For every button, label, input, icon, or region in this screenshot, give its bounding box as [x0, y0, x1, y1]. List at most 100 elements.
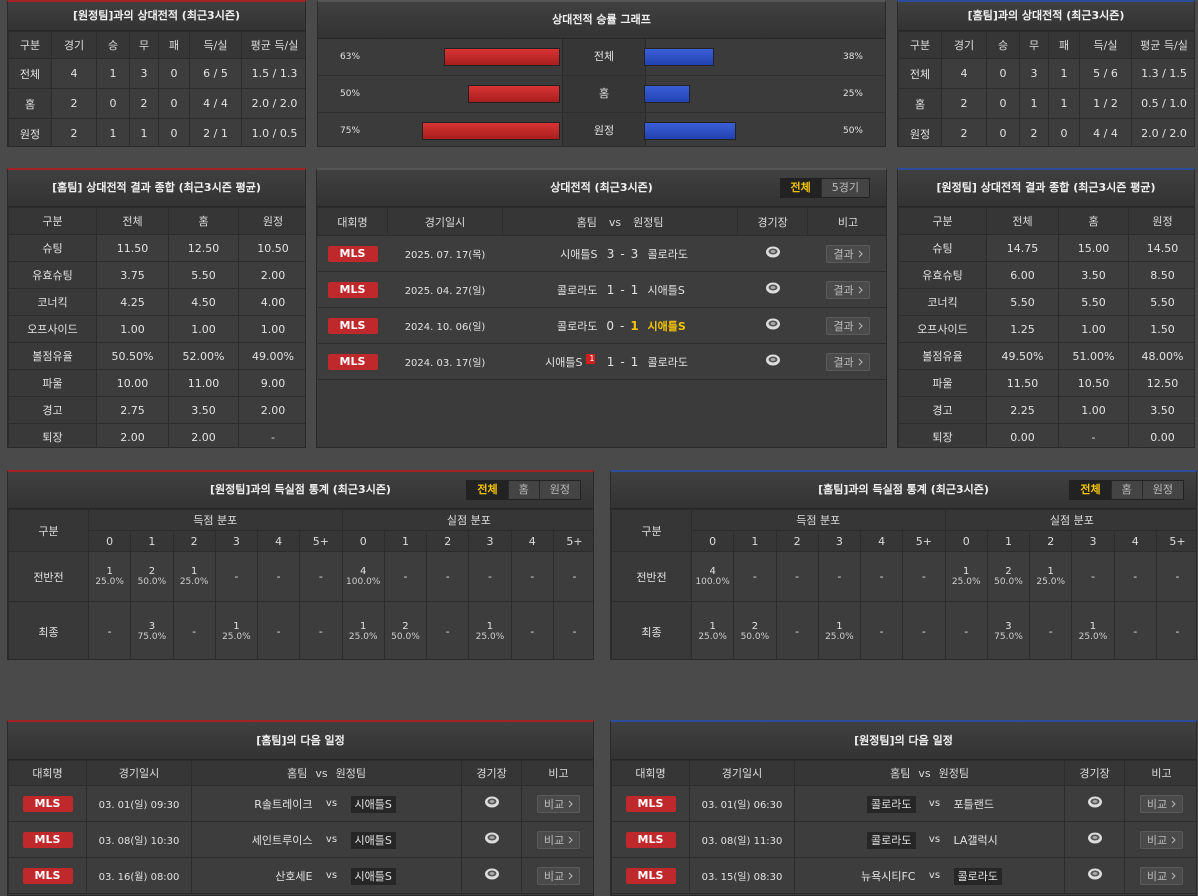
compare-button[interactable]: 비교	[1139, 830, 1184, 849]
panel-title-text: [원정팀]과의 득실점 통계 (최근3시즌)	[210, 483, 391, 496]
chevron-icon	[1171, 872, 1176, 879]
result-button[interactable]: 결과	[826, 280, 870, 299]
column-header: 경기일시	[86, 760, 192, 786]
home-rate-bar	[468, 85, 560, 103]
tab[interactable]: 5경기	[820, 179, 869, 197]
home-rate-bar	[422, 122, 560, 140]
panel-title: [홈팀]의 다음 일정	[8, 722, 593, 760]
tab[interactable]: 원정	[1141, 481, 1183, 499]
table-cell: 0	[1048, 118, 1080, 146]
result-button[interactable]: 결과	[826, 244, 870, 263]
tab[interactable]: 홈	[1110, 481, 1142, 499]
away-team: 시애틀S	[350, 831, 396, 849]
row-label: 유효슈팅	[8, 261, 97, 289]
stat-cell: -	[733, 551, 777, 602]
row-label: 원정	[8, 118, 52, 146]
table-cell: 1	[129, 118, 159, 146]
compare-button[interactable]: 비교	[536, 866, 581, 885]
away-team: 시애틀S	[647, 319, 686, 333]
score-separator: -	[620, 282, 625, 297]
league-badge: MLS	[22, 831, 73, 848]
note-cell: 비교	[521, 785, 593, 822]
bin-header: 4	[859, 530, 904, 552]
table-cell: 2	[51, 88, 97, 119]
stat-percent: 25.0%	[95, 577, 124, 587]
tab[interactable]: 전체	[780, 179, 821, 197]
away-team-cell: 시애틀S	[647, 271, 738, 308]
stat-cell: 3 75.0%	[986, 601, 1031, 659]
column-header: 원정	[1128, 207, 1194, 235]
compare-button[interactable]: 비교	[1139, 866, 1184, 885]
result-button[interactable]: 결과	[826, 352, 870, 371]
table-cell: 11.50	[986, 369, 1059, 397]
header-row: 대회명 경기일시 홈팀 vs 원정팀 경기장 비고	[8, 760, 593, 786]
league-badge: MLS	[327, 317, 378, 334]
table-cell: 2	[941, 88, 987, 119]
stat-row: 최종 1 25.0% 2 50.0% -1 25.0% - - -3 75.0% -1 25.0% - -	[611, 601, 1196, 659]
column-header: 무	[1019, 31, 1049, 59]
stat-percent: 50.0%	[391, 632, 420, 642]
league-cell: MLS	[8, 857, 87, 894]
table-cell: 10.00	[96, 369, 169, 397]
table-cell: 2.00	[96, 423, 169, 447]
away-team: 포틀랜드	[953, 797, 994, 811]
table-cell: 2	[1019, 118, 1049, 146]
result-button[interactable]: 결과	[826, 316, 870, 335]
home-team: 산호세E	[275, 869, 313, 883]
panel-title-text: 상대전적 (최근3시즌)	[550, 181, 653, 194]
table-cell: 0	[158, 58, 190, 89]
bin-header: 5+	[1155, 530, 1196, 552]
compare-button[interactable]: 비교	[536, 794, 581, 813]
compare-button[interactable]: 비교	[1139, 794, 1184, 813]
bin-header: 3	[817, 530, 862, 552]
stat-count: 3	[1005, 621, 1012, 632]
stat-count: 1	[233, 621, 240, 632]
panel-title-text: [홈팀]과의 득실점 통계 (최근3시즌)	[818, 483, 989, 496]
home-team-cell: 시애틀S	[502, 235, 598, 272]
panel-title: [홈팀] 상대전적 결과 종합 (최근3시즌 평균)	[8, 170, 305, 207]
compare-button-text: 비교	[1146, 833, 1168, 847]
stat-percent: 25.0%	[475, 632, 505, 642]
panel-title-text: [홈팀] 상대전적 결과 종합 (최근3시즌 평균)	[52, 181, 261, 194]
table-body: 대회명 경기일시 홈팀 vs 원정팀 경기장 비고 MLS 03. 01(일) 09:30 R솔트…	[8, 760, 593, 894]
away-team: LA갤럭시	[953, 833, 998, 847]
stadium-icon	[484, 868, 499, 880]
table-cell: 48.00%	[1128, 342, 1194, 370]
stat-cell: -	[552, 601, 593, 659]
table-cell: 1.00	[168, 315, 239, 343]
home-team: 시애틀S	[545, 355, 583, 369]
stadium-icon	[1087, 832, 1102, 844]
column-header: 홈	[168, 207, 239, 235]
row-label: 파울	[8, 369, 97, 397]
bin-header: 0	[87, 530, 132, 552]
stat-percent: 25.0%	[348, 632, 378, 642]
row-label: 최종	[611, 601, 692, 659]
column-header: 비고	[1124, 760, 1196, 786]
chevron-icon	[568, 836, 573, 843]
column-header-part: 홈팀	[890, 767, 911, 780]
match-date: 03. 01(일) 06:30	[689, 785, 795, 822]
table-cell: 1.00	[1058, 396, 1129, 424]
chevron-icon	[1171, 800, 1176, 807]
table-cell: 3.75	[96, 261, 169, 289]
column-header: 구분	[8, 207, 97, 235]
tab[interactable]: 홈	[507, 481, 539, 499]
stadium-cell	[1064, 785, 1126, 822]
tab[interactable]: 전체	[467, 481, 508, 499]
tab[interactable]: 전체	[1070, 481, 1111, 499]
match-date: 2024. 03. 17(일)	[387, 343, 503, 380]
stat-row: 최종 -3 75.0% -1 25.0% - -1 25.0% 2 50.0% -1 25.0% - -	[8, 601, 593, 659]
graph-row-label: 홈	[562, 76, 646, 112]
note-cell: 비교	[521, 857, 593, 894]
stat-cell: 2 50.0%	[383, 601, 428, 659]
tab[interactable]: 원정	[538, 481, 580, 499]
compare-button[interactable]: 비교	[536, 830, 581, 849]
table-body: 구분 경기 승 무 패 득/실 평균 득/실 전체 4 1 3 0 6 / 5 1.5 / 1.3 홈 2 0 2…	[8, 31, 305, 146]
stadium-cell	[737, 343, 808, 380]
stat-row: 전반전 1 25.0% 2 50.0% 1 25.0% - - -4 100.0% - - - - -	[8, 551, 593, 602]
schedule-row: MLS 03. 08(일) 10:30 세인트루이스 vs 시애틀S 비교	[8, 821, 593, 858]
column-header: 홈	[1058, 207, 1129, 235]
home-score: 3	[606, 246, 615, 261]
panel-title: 상대전적 (최근3시즌) 전체 5경기	[317, 170, 886, 207]
